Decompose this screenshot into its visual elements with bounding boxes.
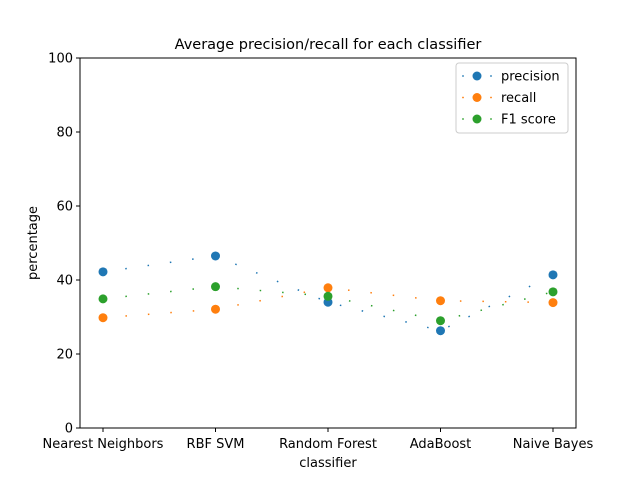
y-axis: 0 20 40 60 80 100 [48, 52, 80, 437]
legend-line-dot [462, 75, 464, 77]
y-tick-label: 40 [56, 274, 73, 289]
data-marks [98, 251, 558, 336]
y-tick-label: 0 [65, 422, 73, 437]
legend-line-dot [462, 96, 464, 99]
data-point [323, 283, 333, 293]
legend-entry: F1 score [462, 113, 556, 128]
legend-frame [455, 62, 569, 134]
series-recall [98, 283, 558, 323]
x-tick-label: Random Forest [279, 437, 377, 452]
x-tick-label: RBF SVM [187, 437, 245, 452]
y-tick-label: 100 [48, 52, 73, 67]
legend-marker [472, 93, 482, 102]
data-point [323, 291, 333, 301]
data-point [436, 326, 445, 336]
y-tick-label: 60 [56, 200, 73, 215]
chart-title: Average precision/recall for each classi… [175, 37, 482, 53]
data-point [211, 251, 220, 261]
data-point [436, 316, 445, 326]
legend-label: F1 score [501, 113, 556, 128]
series-precision [98, 251, 558, 336]
x-tick-label: Naive Bayes [513, 437, 594, 452]
legend-entry: precision [462, 70, 560, 85]
y-tick-label: 80 [56, 126, 73, 141]
legend-label: recall [501, 91, 536, 106]
data-point [548, 270, 558, 280]
legend-line-dot [490, 96, 492, 99]
x-axis: Nearest Neighbors RBF SVM Random Forest Ada… [43, 428, 594, 452]
legend-line-dot [490, 118, 492, 120]
legend: precision recall F1 score [455, 62, 569, 134]
series-f1-score [98, 282, 558, 326]
y-tick-label: 20 [56, 348, 73, 363]
x-tick-label: Nearest Neighbors [43, 437, 164, 452]
legend-line-dot [462, 118, 464, 120]
legend-marker [472, 114, 482, 124]
x-axis-label: classifier [299, 456, 357, 471]
x-tick-label: AdaBoost [410, 437, 472, 452]
data-point [98, 294, 108, 304]
data-point [211, 282, 220, 292]
data-point [98, 313, 108, 323]
legend-label: precision [501, 70, 560, 85]
data-point [211, 304, 220, 314]
legend-marker [472, 71, 482, 81]
y-axis-label: percentage [26, 206, 41, 280]
legend-line-dot [490, 75, 492, 77]
data-point [548, 287, 558, 297]
data-point [436, 296, 445, 306]
data-point [98, 267, 108, 277]
legend-entry: recall [462, 91, 536, 106]
data-point [548, 298, 558, 308]
